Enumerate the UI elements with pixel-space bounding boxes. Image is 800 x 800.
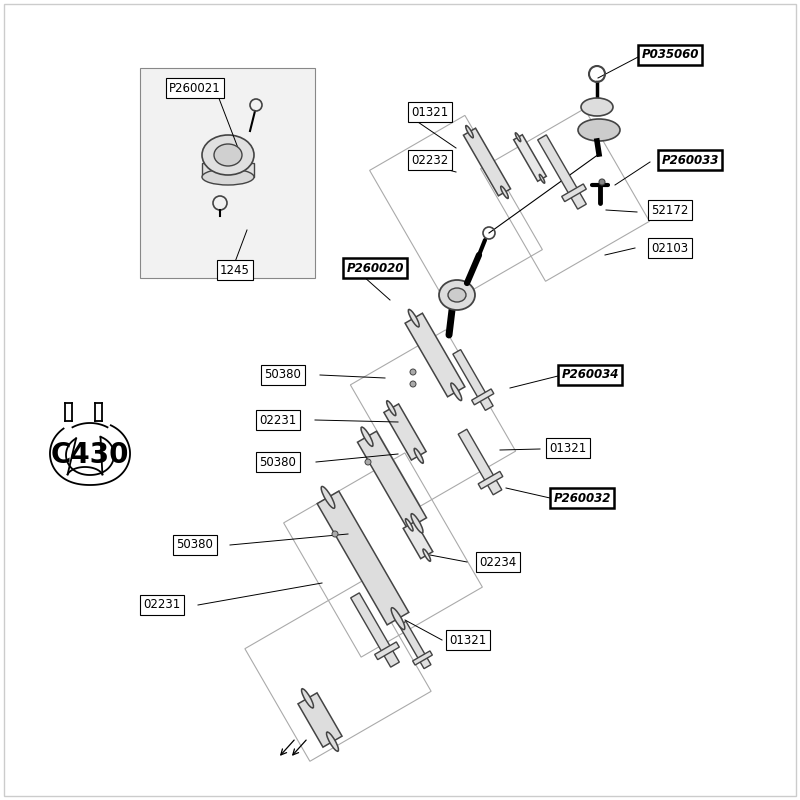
Bar: [140, 68, 315, 278]
Ellipse shape: [439, 280, 475, 310]
Text: P035060: P035060: [642, 49, 698, 62]
Polygon shape: [463, 128, 510, 196]
Text: 1245: 1245: [220, 263, 250, 277]
Text: P260033: P260033: [662, 154, 718, 166]
Text: 02103: 02103: [651, 242, 689, 254]
Polygon shape: [202, 163, 254, 177]
Ellipse shape: [448, 288, 466, 302]
Polygon shape: [413, 651, 432, 665]
Text: P260020: P260020: [346, 262, 404, 274]
Text: P260034: P260034: [562, 369, 618, 382]
Polygon shape: [317, 491, 409, 625]
Polygon shape: [453, 350, 493, 410]
Polygon shape: [403, 522, 433, 558]
Circle shape: [410, 369, 416, 375]
Text: 02234: 02234: [479, 555, 517, 569]
Text: 01321: 01321: [550, 442, 586, 454]
Polygon shape: [478, 471, 503, 489]
Text: 52172: 52172: [651, 203, 689, 217]
Ellipse shape: [539, 174, 545, 183]
Ellipse shape: [202, 169, 254, 185]
Text: 50380: 50380: [265, 369, 302, 382]
Ellipse shape: [411, 514, 423, 533]
Ellipse shape: [391, 608, 405, 630]
Ellipse shape: [321, 486, 335, 508]
Circle shape: [599, 179, 605, 185]
Polygon shape: [384, 404, 426, 460]
Polygon shape: [562, 184, 586, 202]
Ellipse shape: [302, 689, 314, 708]
Ellipse shape: [466, 126, 474, 138]
Text: 02231: 02231: [259, 414, 297, 426]
Polygon shape: [514, 134, 546, 182]
Ellipse shape: [423, 549, 430, 562]
Text: 02232: 02232: [411, 154, 449, 166]
Ellipse shape: [408, 310, 419, 327]
Ellipse shape: [406, 518, 413, 531]
Ellipse shape: [414, 448, 423, 463]
Polygon shape: [472, 389, 494, 405]
Ellipse shape: [515, 133, 521, 142]
Ellipse shape: [578, 119, 620, 141]
Ellipse shape: [501, 186, 508, 198]
Ellipse shape: [581, 98, 613, 116]
Text: 02231: 02231: [143, 598, 181, 611]
Polygon shape: [358, 431, 426, 529]
Text: 01321: 01321: [411, 106, 449, 118]
Circle shape: [410, 381, 416, 387]
Ellipse shape: [451, 383, 462, 401]
Polygon shape: [399, 622, 431, 669]
Text: 50380: 50380: [177, 538, 214, 551]
Polygon shape: [350, 593, 399, 667]
Polygon shape: [374, 642, 399, 660]
Text: P260021: P260021: [169, 82, 221, 94]
Polygon shape: [298, 693, 342, 747]
Ellipse shape: [214, 144, 242, 166]
Text: 01321: 01321: [450, 634, 486, 646]
Ellipse shape: [361, 427, 373, 446]
Ellipse shape: [202, 135, 254, 175]
Polygon shape: [538, 135, 586, 209]
Ellipse shape: [326, 732, 338, 751]
Text: C430: C430: [50, 441, 130, 469]
Circle shape: [332, 531, 338, 537]
Circle shape: [365, 459, 371, 465]
Polygon shape: [458, 429, 502, 495]
Ellipse shape: [386, 401, 396, 416]
Text: P260032: P260032: [554, 491, 610, 505]
Text: 50380: 50380: [259, 455, 297, 469]
Polygon shape: [405, 313, 465, 397]
